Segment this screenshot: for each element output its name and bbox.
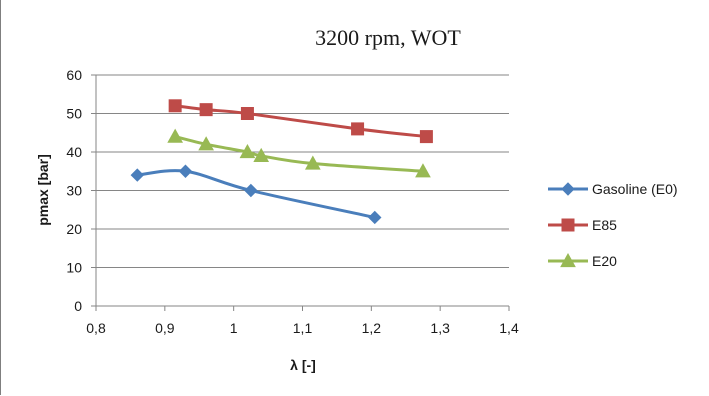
- y-tick-label: 30: [66, 183, 82, 199]
- data-point: [415, 163, 431, 178]
- legend-item: E20: [548, 252, 617, 269]
- legend-item: E85: [548, 217, 617, 233]
- data-point: [304, 155, 321, 170]
- legend-item: Gasoline (E0): [548, 181, 678, 197]
- y-axis-ticks: 0 10 20 30 40 50 60: [66, 67, 96, 314]
- legend-label: E20: [592, 253, 617, 269]
- legend-label: E85: [592, 217, 617, 233]
- legend-marker: [561, 182, 575, 196]
- y-tick-label: 40: [66, 144, 82, 160]
- data-point: [198, 136, 214, 151]
- x-tick-label: 1: [230, 320, 238, 336]
- legend: Gasoline (E0) E85 E20: [548, 181, 678, 269]
- series-line: [174, 135, 424, 173]
- series-line: [137, 169, 376, 219]
- x-tick-label: 1,4: [499, 320, 519, 336]
- data-point: [239, 143, 256, 159]
- y-tick-label: 60: [66, 67, 82, 83]
- x-tick-label: 1,2: [362, 320, 382, 336]
- data-point: [178, 164, 193, 178]
- legend-marker: [560, 252, 576, 268]
- y-tick-label: 0: [74, 298, 82, 314]
- data-point: [168, 99, 182, 113]
- x-tick-label: 1,3: [430, 320, 450, 336]
- series-layer: [130, 99, 433, 225]
- data-point: [368, 210, 382, 225]
- data-point: [199, 103, 213, 117]
- x-axis-ticks: 0,8 0,9 1 1,1 1,2 1,3 1,4: [86, 306, 519, 336]
- series-gasoline-e0: [130, 164, 382, 225]
- grid-lines: [96, 74, 509, 268]
- y-axis-title: pmax [bar]: [35, 154, 51, 226]
- series-e85: [168, 99, 433, 144]
- x-tick-label: 0,9: [155, 320, 175, 336]
- data-point: [419, 130, 433, 144]
- chart-title: 3200 rpm, WOT: [315, 25, 461, 50]
- legend-marker: [561, 218, 575, 232]
- x-axis-title: λ [-]: [290, 357, 316, 373]
- series-e20: [167, 128, 431, 178]
- data-point: [240, 107, 254, 120]
- data-point: [130, 168, 145, 182]
- y-tick-label: 10: [66, 260, 82, 276]
- y-tick-label: 50: [66, 106, 82, 122]
- x-tick-label: 1,1: [293, 320, 313, 336]
- x-tick-label: 0,8: [86, 320, 106, 336]
- legend-label: Gasoline (E0): [592, 181, 678, 197]
- data-point: [351, 122, 365, 136]
- y-tick-label: 20: [66, 221, 82, 237]
- data-point: [253, 147, 270, 162]
- series-line: [174, 104, 427, 139]
- data-point: [244, 183, 258, 198]
- data-point: [167, 128, 184, 143]
